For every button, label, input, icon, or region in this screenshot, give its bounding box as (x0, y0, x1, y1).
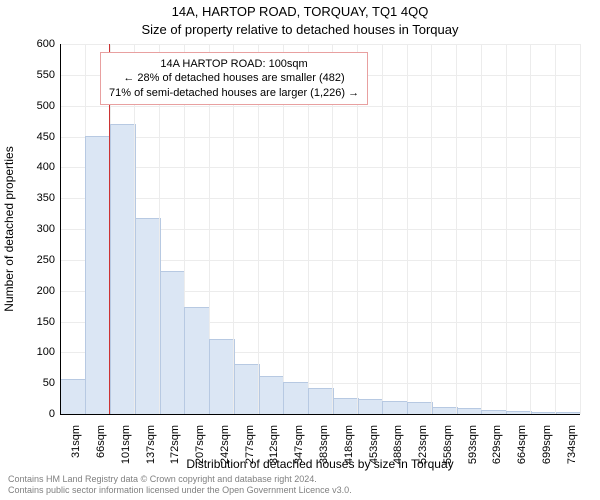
grid-h (60, 44, 580, 45)
grid-h (60, 137, 580, 138)
histogram-bar (432, 407, 458, 414)
grid-v (382, 44, 383, 414)
grid-v (481, 44, 482, 414)
callout-line-1: 14A HARTOP ROAD: 100sqm (109, 57, 359, 71)
histogram-bar (382, 401, 408, 414)
y-tick-label: 550 (5, 69, 55, 81)
x-tick-label: 699sqm (541, 425, 553, 464)
x-tick-label: 418sqm (343, 425, 355, 464)
x-tick-label: 31sqm (70, 425, 82, 458)
histogram-bar (234, 364, 260, 414)
x-tick-label: 172sqm (169, 425, 181, 464)
histogram-bar (358, 399, 384, 414)
y-axis-line (60, 44, 61, 414)
footer-line-2: Contains public sector information licen… (8, 485, 352, 496)
x-tick-label: 207sqm (194, 425, 206, 464)
callout-box: 14A HARTOP ROAD: 100sqm ← 28% of detache… (100, 52, 368, 105)
callout-line-2: ← 28% of detached houses are smaller (48… (109, 71, 359, 85)
grid-v (580, 44, 581, 414)
grid-v (555, 44, 556, 414)
footer-line-1: Contains HM Land Registry data © Crown c… (8, 474, 352, 485)
x-tick-label: 383sqm (318, 425, 330, 464)
x-tick-label: 734sqm (566, 425, 578, 464)
x-tick-label: 558sqm (442, 425, 454, 464)
histogram-bar (60, 379, 86, 414)
y-axis-label: Number of detached properties (2, 146, 16, 311)
x-tick-label: 347sqm (293, 425, 305, 464)
chart-subtitle: Size of property relative to detached ho… (0, 22, 600, 37)
x-tick-label: 629sqm (491, 425, 503, 464)
x-tick-label: 312sqm (268, 425, 280, 464)
y-tick-label: 150 (5, 316, 55, 328)
histogram-bar (160, 271, 186, 414)
chart-frame: 14A, HARTOP ROAD, TORQUAY, TQ1 4QQ Size … (0, 0, 600, 500)
x-tick-label: 664sqm (516, 425, 528, 464)
footer-attribution: Contains HM Land Registry data © Crown c… (8, 474, 352, 496)
y-tick-label: 500 (5, 100, 55, 112)
x-tick-label: 453sqm (368, 425, 380, 464)
grid-v (530, 44, 531, 414)
y-tick-label: 50 (5, 377, 55, 389)
histogram-bar (135, 218, 161, 414)
grid-h (60, 167, 580, 168)
y-tick-label: 450 (5, 131, 55, 143)
histogram-bar (283, 382, 309, 414)
callout-line-3: 71% of semi-detached houses are larger (… (109, 86, 359, 100)
y-tick-label: 0 (5, 408, 55, 420)
histogram-bar (407, 402, 433, 414)
grid-v (506, 44, 507, 414)
grid-v (431, 44, 432, 414)
histogram-bar (308, 388, 334, 414)
chart-title: 14A, HARTOP ROAD, TORQUAY, TQ1 4QQ (0, 4, 600, 19)
x-tick-label: 593sqm (467, 425, 479, 464)
x-tick-label: 137sqm (145, 425, 157, 464)
grid-h (60, 198, 580, 199)
x-tick-label: 488sqm (392, 425, 404, 464)
histogram-bar (259, 376, 285, 414)
y-tick-label: 100 (5, 346, 55, 358)
histogram-bar (333, 398, 359, 414)
x-tick-label: 277sqm (244, 425, 256, 464)
x-tick-label: 101sqm (120, 425, 132, 464)
histogram-bar (110, 124, 136, 414)
histogram-bar (85, 136, 111, 415)
x-tick-label: 523sqm (417, 425, 429, 464)
grid-h (60, 106, 580, 107)
y-tick-label: 600 (5, 38, 55, 50)
histogram-bar (184, 307, 210, 414)
x-tick-label: 242sqm (219, 425, 231, 464)
x-tick-label: 66sqm (95, 425, 107, 458)
grid-v (456, 44, 457, 414)
x-axis-line (60, 414, 580, 415)
grid-v (407, 44, 408, 414)
histogram-bar (209, 339, 235, 414)
